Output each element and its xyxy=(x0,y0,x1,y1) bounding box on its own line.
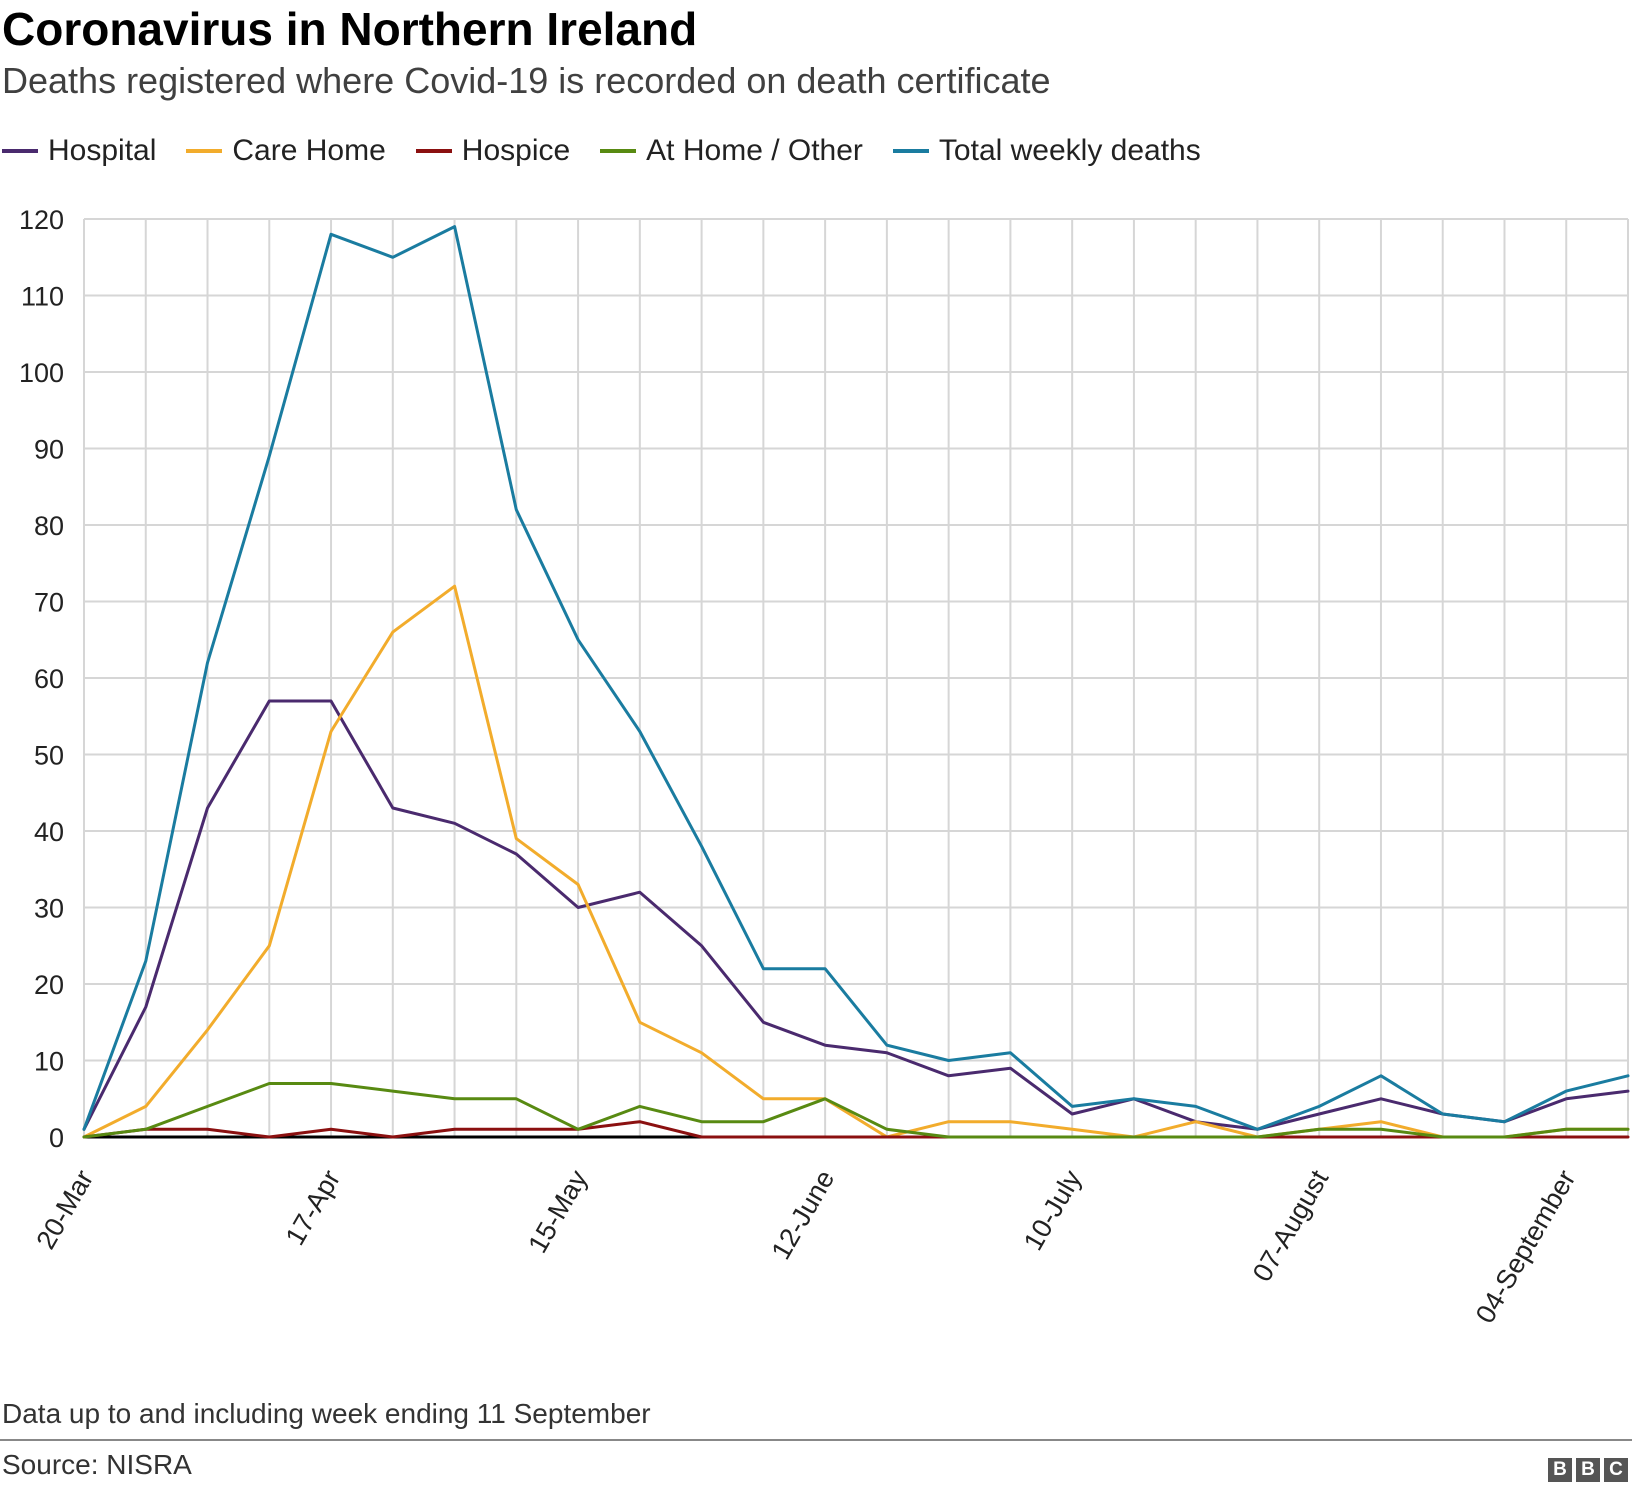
legend-item: Hospital xyxy=(2,134,156,168)
legend-label: Care Home xyxy=(232,134,386,167)
legend-item: Care Home xyxy=(186,134,386,168)
bbc-logo-letter: C xyxy=(1604,1458,1628,1482)
y-tick-label: 110 xyxy=(21,282,64,312)
y-tick-label: 20 xyxy=(34,970,64,1000)
y-tick-label: 0 xyxy=(49,1123,64,1153)
source-text: Source: NISRA xyxy=(2,1449,192,1480)
legend-label: Hospital xyxy=(48,134,157,167)
x-tick-label: 15-May xyxy=(522,1165,593,1258)
legend: Hospital Care Home Hospice At Home / Other T… xyxy=(2,134,1231,168)
x-tick-label: 04-September xyxy=(1470,1165,1582,1328)
x-tick-label: 20-Mar xyxy=(30,1165,99,1254)
y-tick-label: 60 xyxy=(34,664,64,694)
legend-item: Total weekly deaths xyxy=(892,134,1201,168)
x-tick-label: 17-Apr xyxy=(280,1165,347,1250)
legend-label: At Home / Other xyxy=(646,134,863,167)
y-tick-label: 10 xyxy=(34,1047,64,1077)
y-tick-label: 100 xyxy=(19,358,64,388)
chart-title: Coronavirus in Northern Ireland xyxy=(2,3,698,55)
x-tick-label: 07-August xyxy=(1247,1165,1335,1287)
series-line-at-home-other xyxy=(82,1082,1630,1139)
x-tick-label: 10-July xyxy=(1018,1165,1088,1256)
legend-label: Hospice xyxy=(461,134,571,167)
legend-swatch xyxy=(415,149,452,153)
legend-item: Hospice xyxy=(415,134,571,168)
footer-divider xyxy=(0,1439,1632,1441)
line-chart: 0 10 20 30 40 50 60 70 80 90 100 110 120 20-Mar 17-Apr… xyxy=(19,205,1630,1328)
series-line-care-home xyxy=(82,584,1630,1139)
series-line-hospice xyxy=(82,1120,1630,1139)
legend-item: At Home / Other xyxy=(600,134,863,168)
legend-swatch xyxy=(2,149,38,153)
y-tick-label: 50 xyxy=(34,741,64,771)
legend-swatch xyxy=(186,149,223,153)
bbc-logo-letter: B xyxy=(1548,1458,1572,1482)
legend-label: Total weekly deaths xyxy=(938,134,1201,167)
series-line-hospital xyxy=(82,699,1630,1131)
chart-subtitle: Deaths registered where Covid-19 is reco… xyxy=(2,60,1051,101)
y-tick-label: 120 xyxy=(19,205,64,235)
series-line-total-weekly-deaths xyxy=(82,225,1630,1131)
legend-swatch xyxy=(892,149,929,153)
y-tick-label: 70 xyxy=(34,588,64,618)
y-tick-label: 90 xyxy=(34,435,64,465)
y-tick-label: 40 xyxy=(34,817,64,847)
footnote: Data up to and including week ending 11 … xyxy=(2,1398,651,1429)
y-tick-label: 80 xyxy=(34,511,64,541)
bbc-logo: B B C xyxy=(1544,1458,1628,1482)
legend-swatch xyxy=(600,149,637,153)
bbc-logo-letter: B xyxy=(1576,1458,1600,1482)
y-tick-label: 30 xyxy=(34,894,64,924)
x-tick-label: 12-June xyxy=(766,1165,841,1265)
